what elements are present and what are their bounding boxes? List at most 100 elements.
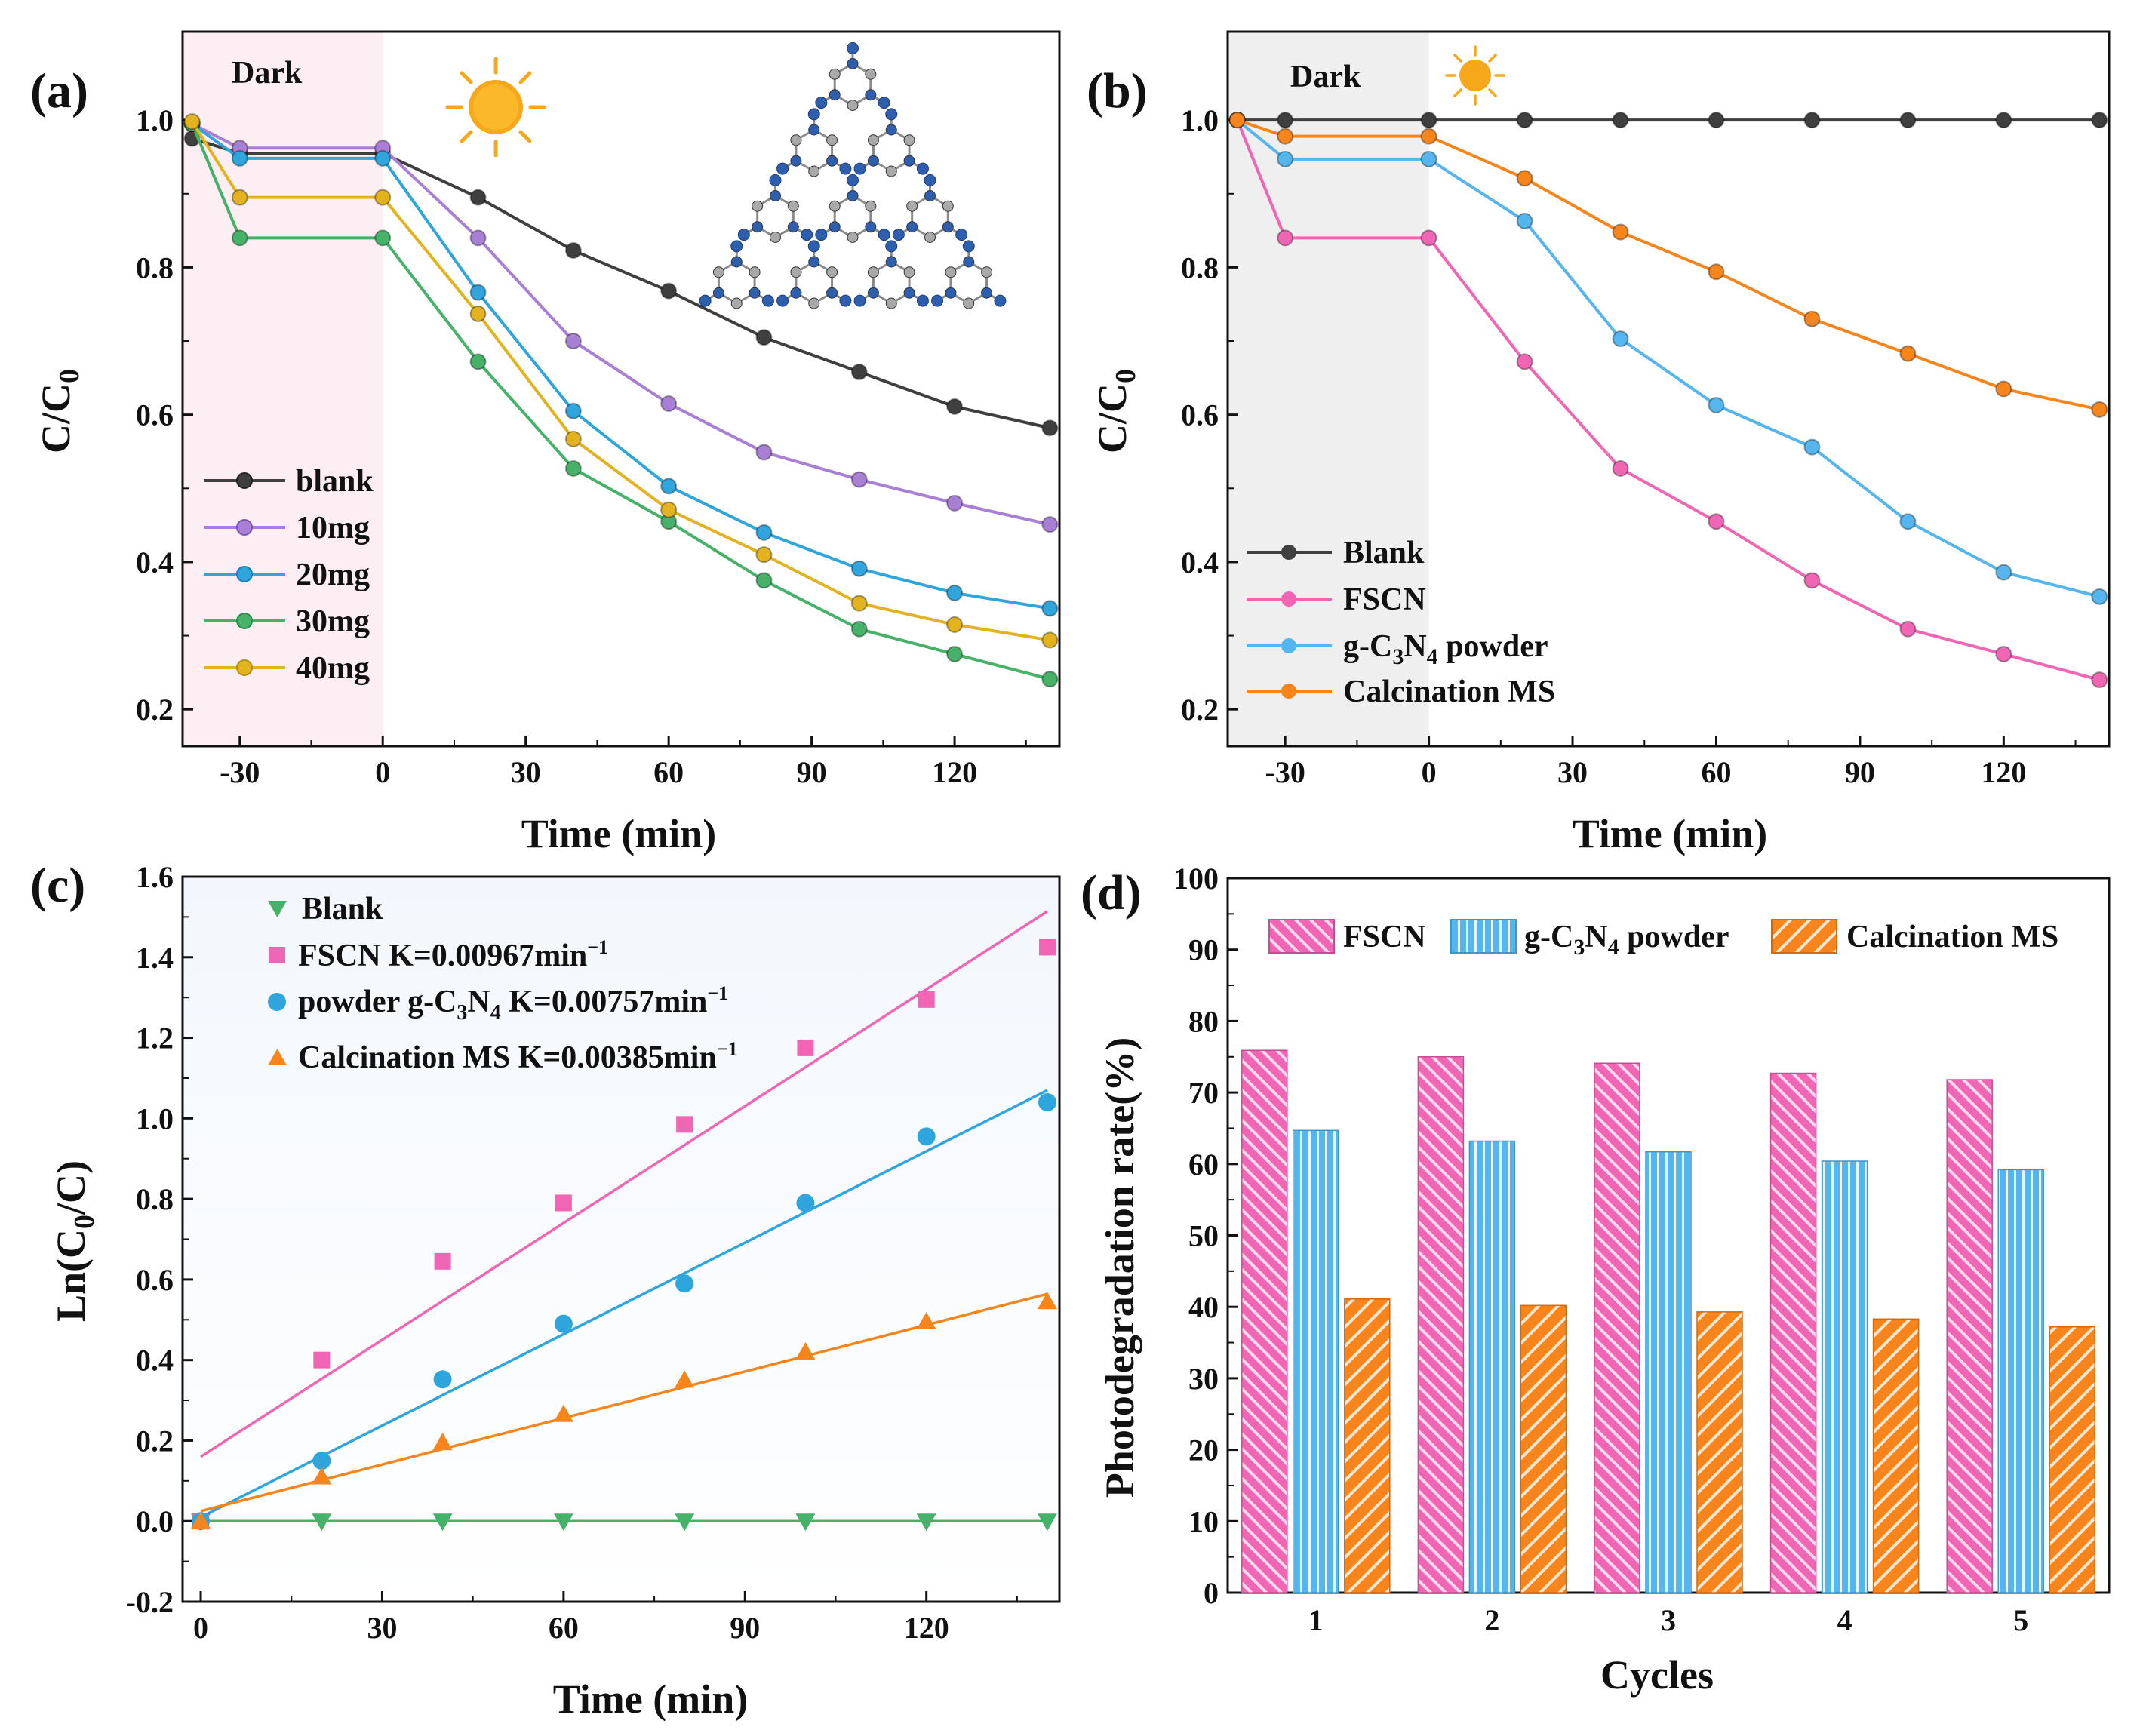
x-tick-label: 60 [549, 1611, 579, 1645]
data-point [1995, 380, 2012, 398]
nitrogen-atom [853, 162, 866, 175]
series-20mg [183, 115, 1059, 617]
x-tick-label: 3 [1661, 1603, 1676, 1637]
data-point [1708, 513, 1725, 530]
fit-line [200, 1292, 1048, 1513]
data-point [850, 364, 868, 381]
y-tick-label: 80 [1188, 1004, 1219, 1038]
t: Calcination MS K=0.00385min [298, 1040, 717, 1075]
series-fscn [1241, 1049, 1993, 1593]
bar [1293, 1129, 1339, 1593]
legend-label: g-C3N4 powder [1524, 920, 1729, 960]
data-point [469, 229, 487, 247]
data-point [1803, 572, 1821, 589]
x-tick-label: 120 [904, 1611, 949, 1645]
y-tick-label: 10 [1188, 1504, 1219, 1538]
data-point [231, 189, 248, 206]
y-tick-label: 0.4 [136, 1344, 174, 1378]
data-point [660, 501, 678, 518]
data-point [916, 1513, 936, 1532]
x-tick-label: -30 [1265, 755, 1305, 789]
data-point [1420, 128, 1437, 145]
legend-item-30mg: 30mg [204, 604, 370, 639]
series-group [183, 113, 1059, 688]
x-tick-label: 0 [193, 1611, 208, 1645]
nitrogen-atom [776, 294, 789, 307]
y-tick-label: 0.0 [136, 1504, 174, 1538]
legend-label: blank [296, 464, 374, 499]
panel-label: (d) [1081, 865, 1142, 920]
t: powder g-C [298, 985, 457, 1019]
data-point [432, 1433, 453, 1451]
t-sup: −1 [707, 982, 728, 1004]
series-line [191, 122, 1050, 610]
carbon-atom [770, 232, 781, 243]
data-point [1516, 353, 1533, 370]
nitrogen-atom [878, 97, 890, 109]
x-tick-label: 30 [1557, 755, 1588, 789]
data-point [918, 991, 935, 1008]
nitrogen-atom [829, 221, 841, 233]
bar [1241, 1049, 1288, 1593]
legend-item-calcination-ms: Calcination MS [1771, 919, 2058, 954]
series-line [191, 122, 1050, 527]
y-tick-label: 0.2 [136, 1424, 174, 1458]
carbon-atom [749, 266, 761, 278]
carbon-atom [865, 68, 877, 80]
y-tick-label: 0 [1204, 1576, 1219, 1610]
bar [1696, 1311, 1743, 1593]
y-tick-label: 0.4 [136, 545, 174, 579]
x-tick-label: 60 [653, 755, 684, 789]
legend-item-calcination-ms: Calcination MS K=0.00385min−1 [268, 1038, 738, 1075]
y-tick-label: -0.2 [126, 1585, 174, 1619]
data-point [1277, 229, 1294, 247]
series-calcination-ms [1228, 112, 2108, 418]
y-axis-title: Ln(C0/C) [48, 1160, 100, 1322]
data-point [432, 1513, 453, 1532]
data-point [555, 1194, 572, 1212]
t: g-C [1524, 920, 1573, 954]
data-point [564, 333, 582, 350]
atoms [699, 41, 1007, 309]
data-point [191, 1511, 211, 1529]
data-point [1420, 229, 1437, 247]
data-point [1612, 223, 1629, 241]
panel-label: (b) [1087, 63, 1148, 118]
data-point [1420, 112, 1437, 129]
carbon-atom [829, 200, 841, 212]
data-point [564, 241, 582, 259]
y-tick-label: 1.2 [136, 1022, 174, 1055]
x-tick-label: 120 [932, 755, 977, 789]
data-point [1995, 112, 2012, 129]
carbon-atom [924, 232, 936, 243]
x-axis-title: Time (min) [1573, 811, 1767, 856]
carbon-atom [981, 266, 993, 278]
sun-icon [445, 57, 546, 158]
y-axis-title: C/C0 [1090, 369, 1142, 453]
x-tick-label: 60 [1701, 755, 1731, 789]
data-point [564, 402, 582, 419]
data-point [469, 353, 487, 370]
data-point [850, 620, 868, 638]
data-point [1038, 939, 1056, 956]
legend-label: powder g-C3N4 K=0.00757min−1 [298, 982, 728, 1025]
nitrogen-atom [955, 229, 968, 241]
data-point [1612, 459, 1629, 477]
legend-item-blank: blank [204, 464, 374, 499]
data-point [797, 1039, 814, 1056]
series-40mg [183, 113, 1059, 649]
nitrogen-atom [878, 229, 890, 241]
bar [1645, 1151, 1692, 1593]
data-point [2091, 112, 2108, 129]
nitrogen-atom [981, 287, 993, 299]
carbon-atom [885, 165, 897, 177]
data-point [433, 1370, 452, 1389]
t-sub: 4 [1608, 935, 1619, 960]
series-group [1228, 112, 2108, 689]
fit-line [200, 1089, 1048, 1519]
data-point [796, 1194, 815, 1212]
data-point [564, 459, 582, 477]
data-point [1041, 671, 1059, 688]
nitrogen-atom [815, 97, 828, 109]
